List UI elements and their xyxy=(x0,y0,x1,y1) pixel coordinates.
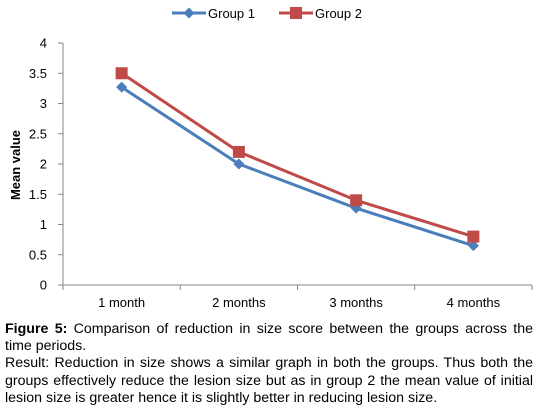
y-tick-label: 1.5 xyxy=(29,187,47,202)
x-tick-label: 3 months xyxy=(329,295,383,310)
data-point-group-2 xyxy=(115,67,128,80)
data-point-group-2 xyxy=(467,230,480,243)
y-tick-label: 2 xyxy=(40,157,47,172)
plot-area xyxy=(115,67,480,252)
figure-text: Comparison of reduction in size score be… xyxy=(5,321,533,355)
y-tick-label: 3.5 xyxy=(29,66,47,81)
y-axis-label: Mean value xyxy=(8,130,23,200)
axes: 0 0.5 1 1.5 2 2.5 3 3.5 4 1 month 2 months 3 months… xyxy=(29,36,533,310)
legend-marker xyxy=(183,7,195,19)
data-point-group-1 xyxy=(116,81,128,93)
data-point-group-2 xyxy=(350,194,363,207)
x-tick-label: 2 months xyxy=(212,295,266,310)
figure-caption: Figure 5: Comparison of reduction in siz… xyxy=(5,321,533,407)
line-chart: Group 1 Group 2 Mean value 0 0.5 1 1.5 2 2.5 3 3… xyxy=(8,6,533,310)
figure-label: Figure 5: xyxy=(5,321,68,337)
legend-label: Group 2 xyxy=(315,6,362,21)
y-tick-label: 0 xyxy=(40,278,47,293)
result-text: Result: Reduction in size shows a simila… xyxy=(5,355,533,406)
series-line-group-1 xyxy=(120,85,474,248)
x-tick-label: 1 month xyxy=(98,295,145,310)
figure-description: Figure 5: Comparison of reduction in siz… xyxy=(5,321,533,355)
data-point-group-1 xyxy=(233,158,245,170)
y-tick-label: 2.5 xyxy=(29,126,47,141)
legend-label: Group 1 xyxy=(208,6,255,21)
data-point-group-1 xyxy=(467,240,479,252)
legend: Group 1 Group 2 xyxy=(172,6,362,21)
y-tick-label: 4 xyxy=(40,36,47,51)
y-tick-label: 0.5 xyxy=(29,247,47,262)
series-line-group-2 xyxy=(120,72,474,239)
legend-marker xyxy=(290,7,302,19)
x-tick-label: 4 months xyxy=(447,295,501,310)
y-tick-label: 1 xyxy=(40,217,47,232)
data-point-group-2 xyxy=(232,145,245,158)
y-tick-label: 3 xyxy=(40,96,47,111)
